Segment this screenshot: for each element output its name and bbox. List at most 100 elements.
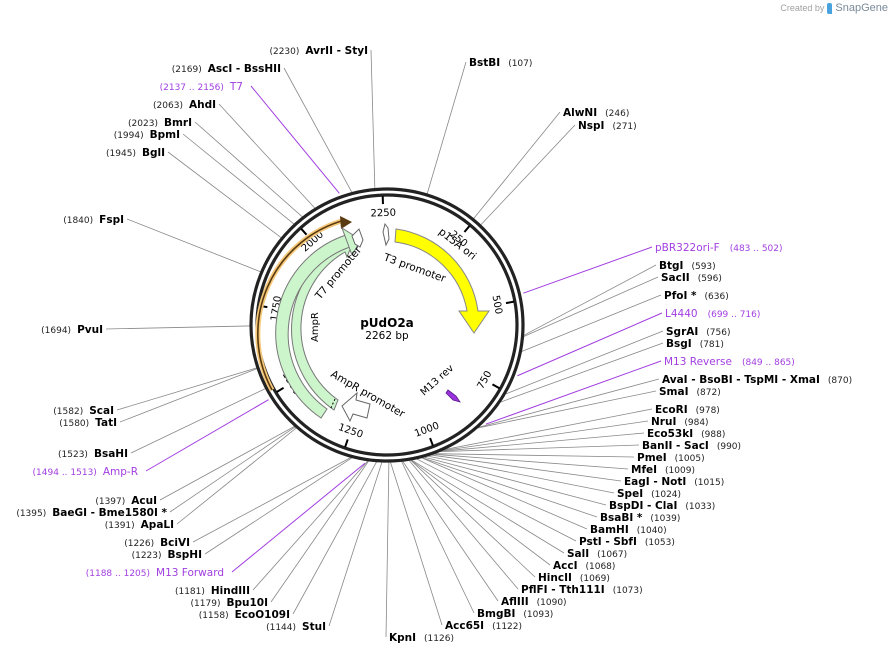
primer-site-left[interactable]: (2137 .. 2156) T7 <box>160 81 243 93</box>
enzyme-site-right[interactable]: MfeI (1009) <box>631 464 695 476</box>
enzyme-site-right[interactable]: NruI (984) <box>651 416 709 428</box>
enzyme-name: Eco53kI <box>647 428 693 440</box>
tick-mark <box>276 386 285 393</box>
enzyme-site-right[interactable]: EcoRI (978) <box>655 404 720 416</box>
enzyme-site-left[interactable]: (1582) ScaI <box>53 405 114 417</box>
tick-mark <box>344 439 349 448</box>
enzyme-site-left[interactable]: (2169) AscI - BssHII <box>172 63 281 75</box>
enzyme-site-right[interactable]: SgrAI (756) <box>666 326 731 338</box>
enzyme-site-left[interactable]: (1994) BpmI <box>114 129 180 141</box>
primer-site-right[interactable]: pBR322ori-F (483 .. 502) <box>655 242 783 254</box>
enzyme-site-left[interactable]: (1945) BglI <box>106 147 165 159</box>
enzyme-position: (1033) <box>685 502 715 512</box>
enzyme-site-left[interactable]: (1181) HindIII <box>175 585 250 597</box>
enzyme-site-right[interactable]: BmgBI (1093) <box>477 608 553 620</box>
enzyme-site-right[interactable]: AlwNI (246) <box>563 107 629 119</box>
enzyme-position: (1580) <box>59 419 89 429</box>
enzyme-name: PmeI <box>637 452 667 464</box>
t3-promoter-arrow[interactable] <box>382 222 390 247</box>
primer-site-right[interactable]: L4440 (699 .. 716) <box>665 308 760 320</box>
enzyme-site-left[interactable]: (1397) AcuI <box>95 495 157 507</box>
enzyme-name: EcoRI <box>655 404 688 416</box>
primer-name: pBR322ori-F <box>655 242 720 254</box>
enzyme-leader-line <box>500 342 664 403</box>
enzyme-site-right[interactable]: PstI - SbfI (1053) <box>579 536 675 548</box>
enzyme-name: BanII - SacI <box>642 440 709 452</box>
enzyme-position: (1397) <box>95 497 125 507</box>
enzyme-leader-line <box>192 456 352 543</box>
enzyme-site-right[interactable]: NspI (271) <box>578 120 637 132</box>
enzyme-site-right[interactable]: Eco53kI (988) <box>647 428 725 440</box>
t7-promoter-arrow[interactable] <box>351 228 364 248</box>
enzyme-leader-line <box>439 444 640 453</box>
enzyme-site-right[interactable]: AvaI - BsoBI - TspMI - XmaI (870) <box>662 374 852 386</box>
p15a-ori-feature[interactable] <box>394 228 490 334</box>
enzyme-leader-line <box>370 49 376 189</box>
enzyme-leader-line <box>159 425 295 501</box>
enzyme-site-right[interactable]: BamHI (1040) <box>590 524 667 536</box>
enzyme-site-left[interactable]: (1158) EcoO109I <box>199 609 290 621</box>
enzyme-site-right[interactable]: AccI (1068) <box>553 560 615 572</box>
enzyme-site-right[interactable]: PfoI * (636) <box>664 290 729 302</box>
tick-mark <box>491 383 500 390</box>
enzyme-name: NspI <box>578 120 604 132</box>
enzyme-site-left[interactable]: (1395) BaeGI - Bme1580I * <box>16 507 167 519</box>
enzyme-site-right[interactable]: BsaBI * (1039) <box>600 512 680 524</box>
enzyme-site-right[interactable]: EagI - NotI (1015) <box>624 476 724 488</box>
enzyme-site-left[interactable]: (1144) StuI <box>266 621 326 633</box>
enzyme-site-right[interactable]: BanII - SacI (990) <box>642 440 741 452</box>
enzyme-site-left[interactable]: (2063) AhdI <box>153 99 216 111</box>
enzyme-leader-line <box>270 460 370 603</box>
enzyme-site-right[interactable]: SmaI (872) <box>659 386 721 398</box>
enzyme-leader-line <box>119 368 258 423</box>
enzyme-leader-line <box>480 124 576 226</box>
enzyme-site-left[interactable]: (1391) ApaLI <box>105 519 174 531</box>
tick-label: 2250 <box>370 208 396 220</box>
enzyme-site-right[interactable]: SpeI (1024) <box>617 488 681 500</box>
enzyme-leader-line <box>433 453 635 458</box>
enzyme-site-right[interactable]: Acc65I (1122) <box>445 620 522 632</box>
ampr-feature-body <box>275 234 351 419</box>
enzyme-site-right[interactable]: BtgI (593) <box>659 260 716 272</box>
enzyme-site-right[interactable]: HincII (1069) <box>538 572 610 584</box>
enzyme-site-right[interactable]: PflFI - Tth111I (1073) <box>521 584 643 596</box>
enzyme-position: (1158) <box>199 611 229 621</box>
enzyme-site-right[interactable]: BspDI - ClaI (1033) <box>609 500 715 512</box>
primer-site-left[interactable]: (1188 .. 1205) M13 Forward <box>86 567 224 579</box>
enzyme-position: (756) <box>706 328 730 338</box>
enzyme-site-left[interactable]: (1694) PvuI <box>41 324 103 336</box>
enzyme-position: (1040) <box>637 526 667 536</box>
enzyme-site-right[interactable]: KpnI (1126) <box>389 632 454 644</box>
plasmid-size: 2262 bp <box>365 330 409 342</box>
snapgene-logo-icon <box>827 2 833 14</box>
enzyme-site-right[interactable]: SalI (1067) <box>567 548 627 560</box>
enzyme-leader-line <box>411 459 565 554</box>
enzyme-leader-line <box>167 151 282 239</box>
enzyme-site-left[interactable]: (1840) FspI <box>63 214 124 226</box>
enzyme-name: BaeGI - Bme1580I * <box>52 507 167 519</box>
enzyme-site-left[interactable]: (1179) Bpu10I <box>191 597 268 609</box>
enzyme-site-left[interactable]: (1226) BciVI <box>124 537 190 549</box>
enzyme-site-left[interactable]: (2023) BmrI <box>128 117 192 129</box>
enzyme-leader-line <box>292 461 378 615</box>
enzyme-name: BsgI <box>666 338 692 350</box>
enzyme-site-left[interactable]: (1223) BspHI <box>132 549 202 561</box>
enzyme-site-right[interactable]: BsgI (781) <box>666 338 724 350</box>
ampr-promoter-arrow[interactable] <box>341 391 371 423</box>
enzyme-site-right[interactable]: PmeI (1005) <box>637 452 705 464</box>
enzyme-site-right[interactable]: AflIII (1090) <box>501 596 567 608</box>
m13-rev-primer[interactable] <box>445 389 461 403</box>
primer-site-left[interactable]: (1494 .. 1513) Amp-R <box>33 466 138 478</box>
enzyme-position: (1053) <box>645 538 675 548</box>
enzyme-site-left[interactable]: (2230) AvrII - StyI <box>269 45 368 57</box>
enzyme-site-left[interactable]: (1580) TatI <box>59 417 117 429</box>
primer-site-right[interactable]: M13 Reverse (849 .. 865) <box>664 356 795 368</box>
enzyme-leader-line <box>477 378 660 428</box>
enzyme-leader-line <box>427 455 615 494</box>
enzyme-site-right[interactable]: SacII (596) <box>661 272 722 284</box>
enzyme-site-right[interactable]: BstBI (107) <box>469 57 532 69</box>
enzyme-site-left[interactable]: (1523) BsaHI <box>58 448 128 460</box>
enzyme-leader-line <box>408 459 519 590</box>
enzyme-position: (1694) <box>41 326 71 336</box>
tick-mark <box>300 228 308 236</box>
